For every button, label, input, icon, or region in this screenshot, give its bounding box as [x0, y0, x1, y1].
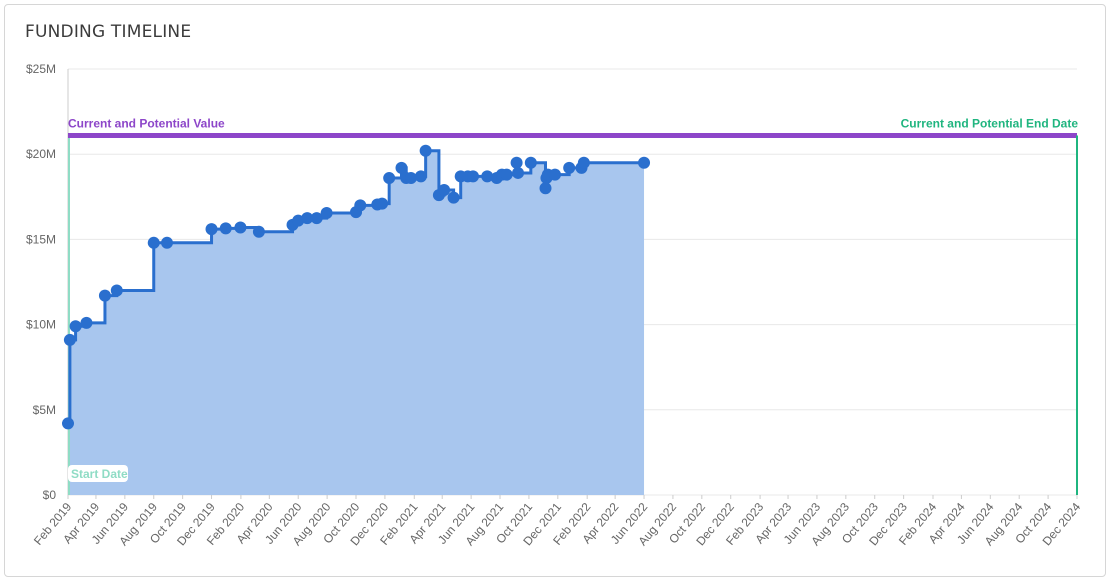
y-tick-label: $0: [43, 488, 57, 502]
data-point[interactable]: [234, 221, 247, 234]
data-point[interactable]: [512, 166, 525, 179]
data-point[interactable]: [98, 289, 111, 302]
data-point[interactable]: [638, 156, 651, 169]
data-point[interactable]: [301, 212, 314, 225]
annotations-layer: Current and Potential Value Current and P…: [68, 116, 1078, 495]
data-point[interactable]: [500, 168, 513, 181]
data-point[interactable]: [354, 199, 367, 212]
data-point[interactable]: [147, 236, 160, 249]
data-point[interactable]: [419, 144, 432, 157]
data-point[interactable]: [376, 197, 389, 210]
y-tick-label: $10M: [26, 318, 56, 332]
end-date-label: Current and Potential End Date: [901, 116, 1079, 130]
data-point[interactable]: [69, 320, 82, 333]
data-point[interactable]: [548, 168, 561, 181]
data-point[interactable]: [383, 172, 396, 185]
data-point[interactable]: [447, 191, 460, 204]
data-point[interactable]: [481, 170, 494, 183]
data-point[interactable]: [563, 161, 576, 174]
data-points[interactable]: [62, 144, 651, 430]
data-point[interactable]: [320, 206, 333, 219]
start-date-label-bg: [68, 465, 128, 482]
data-point[interactable]: [219, 222, 232, 235]
data-point[interactable]: [510, 156, 523, 169]
data-point[interactable]: [63, 333, 76, 346]
data-point[interactable]: [414, 170, 427, 183]
y-tick-label: $25M: [26, 62, 56, 76]
potential-value-label: Current and Potential Value: [68, 116, 225, 130]
data-point[interactable]: [161, 236, 174, 249]
data-point[interactable]: [404, 172, 417, 185]
data-point[interactable]: [310, 212, 323, 225]
y-tick-label: $5M: [33, 403, 56, 417]
data-point[interactable]: [62, 417, 74, 430]
y-tick-label: $20M: [26, 147, 56, 161]
data-point[interactable]: [292, 214, 305, 227]
data-point[interactable]: [252, 225, 265, 238]
data-point[interactable]: [524, 156, 537, 169]
y-axis-ticks: $0 $5M $10M $15M $20M $25M: [26, 62, 56, 502]
start-date-label: Start Date: [71, 467, 128, 481]
data-point[interactable]: [577, 156, 590, 169]
data-point[interactable]: [467, 170, 480, 183]
data-point[interactable]: [539, 182, 552, 195]
data-point[interactable]: [110, 284, 123, 297]
data-point[interactable]: [80, 316, 93, 329]
data-point[interactable]: [395, 161, 408, 174]
y-tick-label: $15M: [26, 232, 56, 246]
card-title: FUNDING TIMELINE: [25, 22, 192, 42]
data-point[interactable]: [438, 183, 451, 196]
data-point[interactable]: [205, 223, 218, 236]
